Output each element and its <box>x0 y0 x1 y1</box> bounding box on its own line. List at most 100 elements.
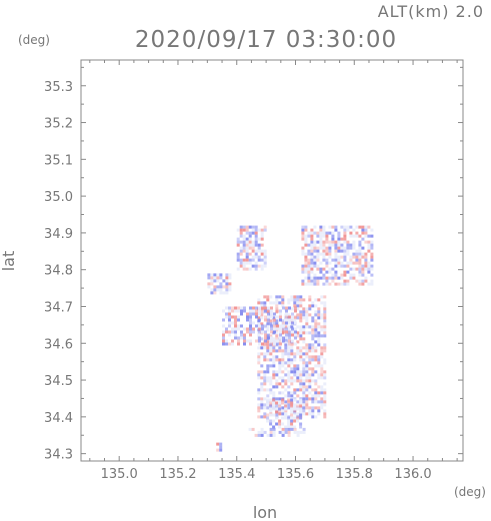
heatmap-cell <box>311 370 315 374</box>
heatmap-cell <box>311 301 315 305</box>
heatmap-cell <box>343 237 347 241</box>
heatmap-cell <box>234 309 237 313</box>
heatmap-cell <box>263 343 267 347</box>
heatmap-cell <box>225 330 228 334</box>
heatmap-cell <box>323 334 327 338</box>
heatmap-cell <box>290 382 294 386</box>
heatmap-cell <box>367 243 371 247</box>
heatmap-cell <box>361 228 365 232</box>
heatmap-cell <box>299 346 303 350</box>
heatmap-cell <box>288 342 291 346</box>
heatmap-cell <box>260 415 264 419</box>
heatmap-cell <box>263 382 267 386</box>
heatmap-cell <box>334 225 338 229</box>
heatmap-cell <box>316 249 320 253</box>
heatmap-cell <box>260 252 264 256</box>
heatmap-cell <box>308 382 312 386</box>
heatmap-cell <box>313 249 317 253</box>
heatmap-cell <box>272 391 276 395</box>
heatmap-cell <box>302 340 306 344</box>
heatmap-cell <box>307 261 311 265</box>
heatmap-cell <box>266 406 270 410</box>
heatmap-cell <box>323 376 327 380</box>
heatmap-cell <box>299 385 303 389</box>
heatmap-cell <box>320 376 324 380</box>
y-tick-label: 34.7 <box>44 300 73 315</box>
heatmap-cell <box>243 333 246 337</box>
heatmap-cell <box>328 240 332 244</box>
heatmap-cell <box>337 282 341 286</box>
heatmap-cell <box>323 391 327 395</box>
heatmap-cell <box>282 306 285 310</box>
heatmap-cell <box>299 373 303 377</box>
heatmap-cell <box>266 295 270 299</box>
heatmap-cell <box>296 394 300 398</box>
heatmap-cell <box>213 288 217 292</box>
heatmap-cell <box>311 358 315 362</box>
heatmap-cell <box>266 416 270 420</box>
heatmap-cell <box>293 373 297 377</box>
heatmap-cell <box>311 388 315 392</box>
heatmap-cell <box>294 315 297 319</box>
heatmap-cell <box>257 322 261 326</box>
heatmap-cell <box>273 312 276 316</box>
heatmap-cell <box>278 295 282 299</box>
heatmap-cell <box>334 264 338 268</box>
heatmap-cell <box>301 249 305 253</box>
heatmap-cell <box>228 285 232 289</box>
heatmap-cell <box>228 276 232 280</box>
heatmap-cell <box>246 312 249 316</box>
heatmap-cell <box>316 276 320 280</box>
heatmap-cell <box>317 412 321 416</box>
heatmap-cell <box>349 276 353 280</box>
heatmap-cell <box>361 246 365 250</box>
heatmap-cell <box>302 397 306 401</box>
heatmap-cell <box>358 258 362 262</box>
heatmap-cell <box>349 258 353 262</box>
heatmap-cell <box>290 401 294 405</box>
heatmap-cell <box>266 340 270 344</box>
heatmap-cell <box>251 243 255 247</box>
heatmap-cell <box>290 394 294 398</box>
heatmap-cell <box>302 394 306 398</box>
heatmap-cell <box>323 373 327 377</box>
heatmap-cell <box>311 400 315 404</box>
heatmap-cell <box>266 352 270 356</box>
y-ticks: 34.3 34.4 34.5 34.6 34.7 34.8 34.9 35.0 35.1 35.2… <box>44 66 463 463</box>
heatmap-cell <box>270 336 273 340</box>
heatmap-cell <box>275 382 279 386</box>
heatmap-cell <box>307 267 311 271</box>
heatmap-cell <box>266 398 270 402</box>
heatmap-cell <box>285 327 288 331</box>
heatmap-cell <box>257 388 261 392</box>
heatmap-cell <box>320 385 324 389</box>
heatmap-cell <box>269 419 273 423</box>
heatmap-cell <box>284 346 288 350</box>
heatmap-cell <box>314 388 318 392</box>
heatmap-cell <box>284 349 288 353</box>
heatmap-cell <box>331 267 335 271</box>
heatmap-cell <box>355 249 359 253</box>
heatmap-cell <box>264 333 267 337</box>
heatmap-cell <box>299 422 303 426</box>
heatmap-cell <box>291 339 294 343</box>
heatmap-cell <box>254 228 258 232</box>
heatmap-cell <box>287 400 291 404</box>
heatmap-cell <box>294 306 297 310</box>
heatmap-cell <box>352 252 356 256</box>
heatmap-cell <box>263 252 267 256</box>
heatmap-cell <box>239 225 243 229</box>
heatmap-cell <box>340 273 344 277</box>
heatmap-cell <box>236 252 240 256</box>
heatmap-cell <box>219 276 223 280</box>
heatmap-cell <box>337 249 341 253</box>
heatmap-cell <box>207 285 211 289</box>
heatmap-cell <box>352 273 356 277</box>
heatmap-cell <box>237 309 240 313</box>
heatmap-cell <box>322 231 326 235</box>
heatmap-cell <box>313 282 317 286</box>
heatmap-cell <box>296 346 300 350</box>
heatmap-cell <box>317 310 321 314</box>
heatmap-cell <box>267 312 270 316</box>
heatmap-cell <box>248 240 252 244</box>
